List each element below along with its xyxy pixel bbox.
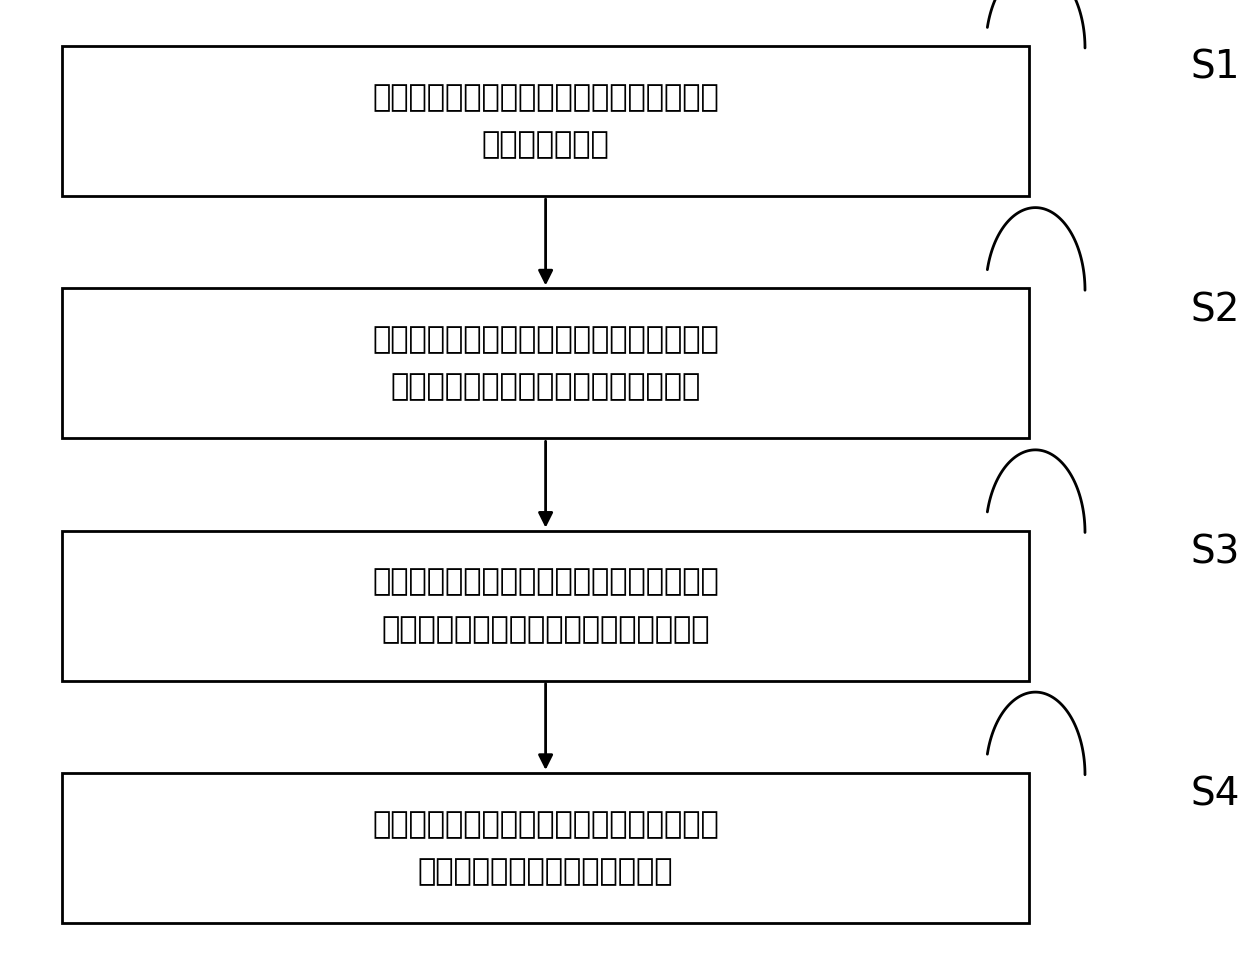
Bar <box>62 46 1029 196</box>
Text: 基于坐标转换算法确定所述位置信息在所述
当前红外图像中对应的当前红外人脸区域: 基于坐标转换算法确定所述位置信息在所述 当前红外图像中对应的当前红外人脸区域 <box>372 568 719 643</box>
Text: S10: S10 <box>1190 48 1240 87</box>
Bar <box>62 773 1029 922</box>
Text: S40: S40 <box>1190 775 1240 814</box>
Text: S20: S20 <box>1190 291 1240 329</box>
Text: S30: S30 <box>1190 533 1240 572</box>
Text: 接收红外测温探头所检测的当前可见光图像
及当前红外图像: 接收红外测温探头所检测的当前可见光图像 及当前红外图像 <box>372 83 719 159</box>
Text: 对所述当前红外人脸区域进行测温，获得所
述当前红外人脸区域的温度信息: 对所述当前红外人脸区域进行测温，获得所 述当前红外人脸区域的温度信息 <box>372 810 719 886</box>
Bar <box>62 289 1029 438</box>
Bar <box>62 531 1029 681</box>
Text: 对所述当前可见光图像进行人脸检测，获得
所述当前可见光图像中人脸的位置信息: 对所述当前可见光图像进行人脸检测，获得 所述当前可见光图像中人脸的位置信息 <box>372 326 719 401</box>
